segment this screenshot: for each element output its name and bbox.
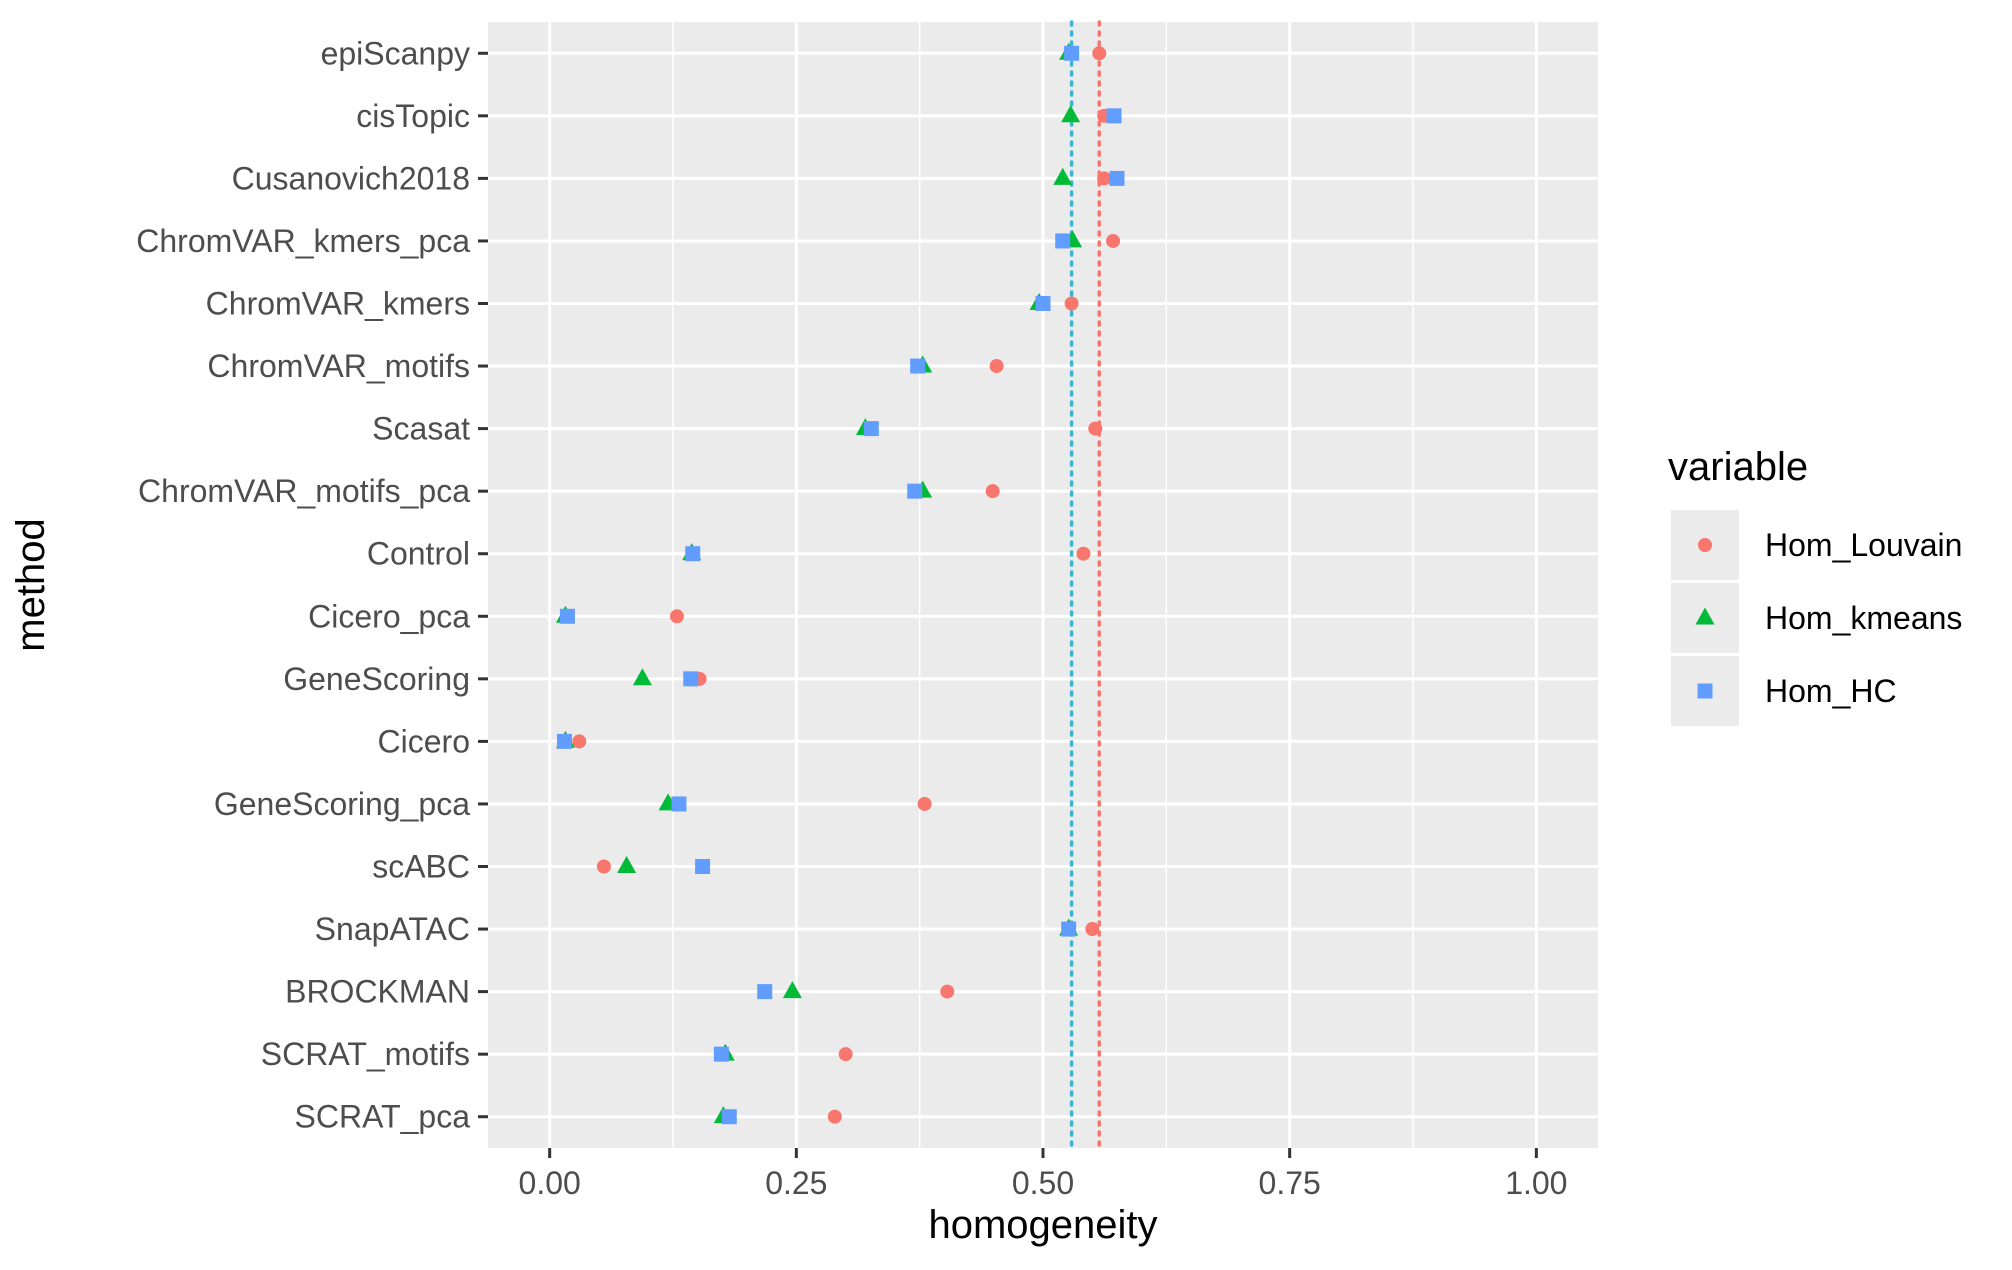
data-point	[1088, 421, 1103, 436]
data-point	[685, 546, 701, 562]
data-point	[863, 421, 879, 437]
reference-lines	[1069, 20, 1101, 1150]
data-point	[917, 796, 932, 811]
grid-lines	[488, 22, 1598, 1148]
y-tick-label: Scasat	[372, 411, 470, 447]
data-point	[572, 734, 587, 749]
data-point	[632, 668, 652, 686]
data-point	[827, 1109, 842, 1124]
data-point	[910, 358, 926, 374]
data-point	[1053, 167, 1073, 185]
data-point	[985, 484, 1000, 499]
data-point	[757, 984, 773, 1000]
x-tick-label: 0.25	[765, 1165, 827, 1201]
y-tick-label: ChromVAR_kmers	[206, 286, 470, 322]
data-point	[1064, 296, 1079, 311]
data-point	[559, 608, 575, 624]
data-point	[1035, 296, 1051, 311]
y-tick-label: SCRAT_motifs	[261, 1036, 470, 1072]
data-point	[838, 1047, 853, 1062]
legend-label: Hom_HC	[1765, 673, 1897, 709]
data-point	[989, 359, 1004, 374]
data-point	[1064, 45, 1080, 61]
y-tick-label: ChromVAR_motifs_pca	[138, 473, 470, 509]
y-tick-label: SCRAT_pca	[295, 1099, 471, 1135]
data-point	[669, 609, 684, 624]
legend-title: variable	[1668, 445, 1808, 489]
x-tick-label: 0.75	[1259, 1165, 1321, 1201]
data-point	[721, 1109, 737, 1125]
data-point	[1097, 171, 1112, 186]
data-point	[695, 859, 711, 874]
legend-items: Hom_Louvain Hom_kmeans Hom_HC	[1671, 510, 1962, 726]
data-point	[1109, 170, 1125, 186]
legend: variable Hom_Louvain Hom_kmeans Hom_HC	[1668, 445, 1962, 726]
y-tick-label: epiScanpy	[321, 35, 470, 71]
y-tick-label: Cicero	[378, 723, 470, 759]
data-point	[1061, 921, 1077, 937]
data-point	[940, 984, 955, 999]
x-axis: 0.00 0.25 0.50 0.75 1.00	[519, 1148, 1567, 1201]
data-point	[556, 733, 572, 749]
legend-label: Hom_kmeans	[1765, 600, 1962, 636]
data-point	[596, 859, 611, 874]
x-tick-label: 0.50	[1012, 1165, 1074, 1201]
data-point	[907, 483, 923, 499]
legend-marker	[1697, 683, 1713, 699]
x-tick-label: 1.00	[1505, 1165, 1567, 1201]
y-tick-label: BROCKMAN	[285, 974, 470, 1010]
data-point	[1106, 233, 1121, 248]
data-point	[1085, 922, 1100, 937]
y-tick-label: Control	[367, 536, 470, 572]
data-point	[617, 855, 637, 873]
data-point	[782, 981, 802, 999]
x-axis-title: homogeneity	[928, 1203, 1157, 1247]
y-tick-label: Cusanovich2018	[232, 160, 470, 196]
x-tick-label: 0.00	[519, 1165, 581, 1201]
data-point	[1055, 233, 1071, 249]
y-axis-title: method	[9, 518, 53, 651]
legend-marker	[1695, 607, 1715, 625]
data-point	[683, 671, 699, 687]
data-point	[1106, 108, 1122, 124]
y-tick-label: GeneScoring	[283, 661, 470, 697]
data-point	[671, 796, 687, 812]
data-point	[1061, 105, 1081, 123]
data-points	[555, 42, 1125, 1125]
y-tick-label: GeneScoring_pca	[214, 786, 470, 822]
y-tick-label: SnapATAC	[315, 911, 470, 947]
legend-marker	[1698, 538, 1712, 552]
y-tick-label: Cicero_pca	[308, 598, 470, 634]
y-tick-label: cisTopic	[356, 98, 470, 134]
y-tick-label: scABC	[372, 849, 470, 885]
data-point	[713, 1046, 729, 1062]
y-axis: epiScanpy cisTopic Cusanovich2018 ChromVAR_…	[136, 35, 488, 1135]
y-tick-label: ChromVAR_motifs	[207, 348, 470, 384]
y-tick-label: ChromVAR_kmers_pca	[136, 223, 470, 259]
data-point	[1092, 46, 1107, 61]
legend-label: Hom_Louvain	[1765, 527, 1962, 563]
data-point	[1076, 546, 1091, 561]
